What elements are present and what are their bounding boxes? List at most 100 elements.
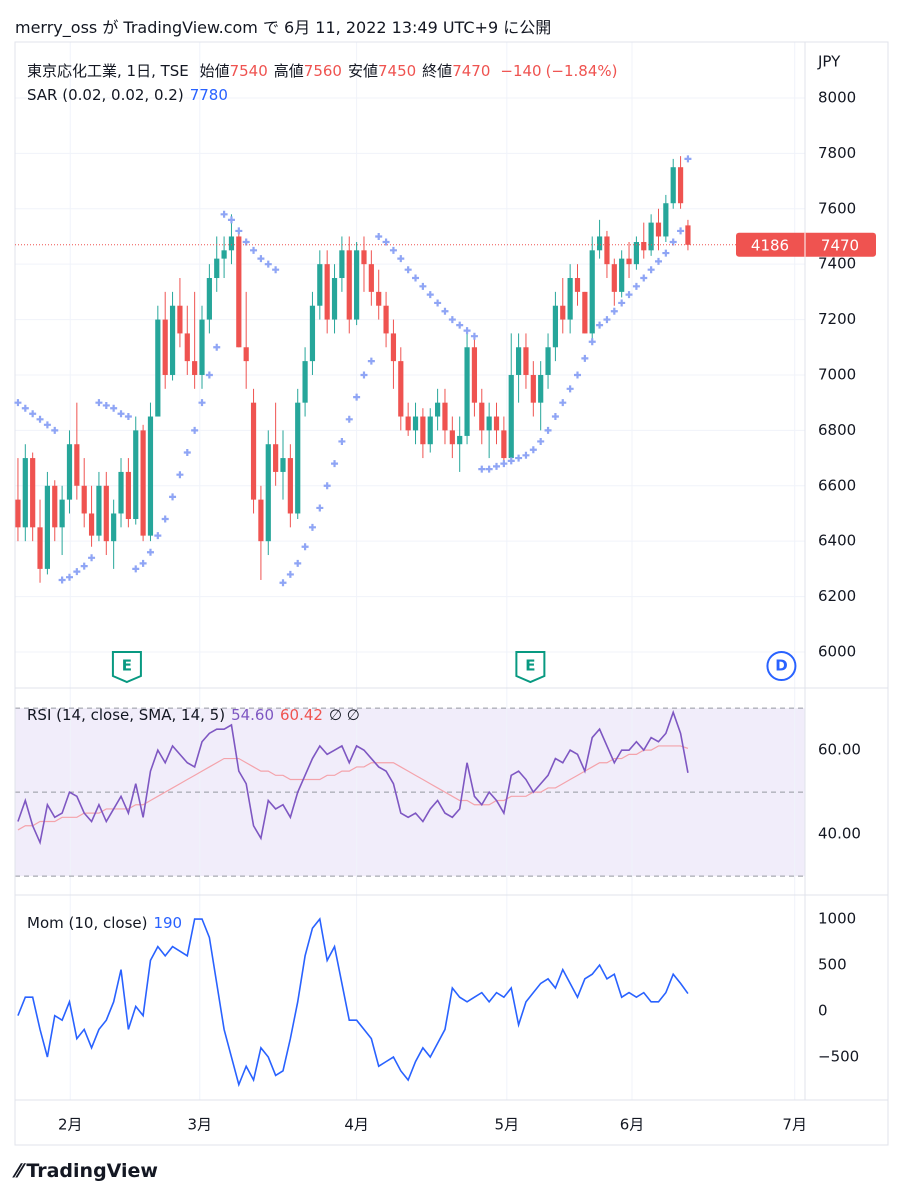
sar-point — [36, 415, 44, 423]
candle-body — [589, 250, 595, 334]
sar-point — [559, 399, 567, 407]
rsi-legend: RSI (14, close, SMA, 14, 5) 54.60 60.42 ∅ ∅ — [27, 706, 366, 724]
candle-body — [619, 258, 625, 292]
sar-point — [375, 232, 383, 240]
candle-body — [280, 458, 286, 472]
x-tick-label: 7月 — [782, 1116, 807, 1134]
sma-value: 60.42 — [280, 706, 323, 724]
sar-point — [573, 371, 581, 379]
candle-body — [125, 471, 131, 520]
candle-body — [442, 402, 448, 431]
candle-body — [74, 444, 80, 486]
candle-body — [15, 499, 21, 528]
candle-body — [530, 374, 536, 403]
mom-value: 190 — [153, 914, 183, 932]
candle-body — [361, 250, 367, 265]
x-tick-label: 6月 — [620, 1116, 645, 1134]
candle-body — [560, 305, 566, 320]
candle-body — [250, 402, 257, 500]
candle-body — [596, 236, 603, 251]
candle-body — [59, 499, 65, 528]
sar-point — [65, 573, 73, 581]
y-tick-label: 6600 — [818, 476, 856, 494]
candle-body — [449, 430, 455, 445]
sar-point — [360, 371, 368, 379]
candle-body — [501, 430, 507, 459]
event-label: E — [122, 657, 132, 675]
sar-point — [625, 291, 633, 299]
candle-body — [37, 527, 43, 569]
sar-point — [382, 238, 390, 246]
candle-body — [88, 513, 95, 536]
y-tick-label: 40.00 — [818, 825, 861, 843]
y-tick-label: 8000 — [818, 88, 856, 106]
sar-point — [389, 246, 397, 254]
sar-point — [124, 413, 132, 421]
candle-body — [663, 203, 669, 237]
sar-point — [58, 576, 66, 584]
candle-body — [427, 416, 433, 445]
frame — [14, 41, 889, 1146]
label: 終値 — [422, 62, 453, 80]
y-tick-label: 7400 — [818, 255, 856, 273]
sar-point — [257, 255, 265, 263]
candle-body — [192, 361, 198, 375]
sar-point — [331, 460, 339, 468]
sar-point — [279, 579, 287, 587]
sar-point — [117, 410, 125, 418]
footer: ⁄⁄ TradingView — [16, 1160, 158, 1182]
sar-value: 7780 — [189, 86, 228, 104]
sar-point — [485, 465, 493, 473]
mom-title: Mom (10, close) — [27, 914, 148, 932]
tag-bg — [736, 232, 876, 257]
candle-body — [376, 291, 382, 306]
candle-body — [655, 222, 662, 237]
sar-point — [301, 543, 309, 551]
candle-body — [96, 485, 102, 536]
y-tick-label: 7000 — [818, 365, 856, 383]
y-tick-label: 6000 — [818, 642, 856, 660]
sar-point — [161, 515, 169, 523]
sar-legend: SAR (0.02, 0.02, 0.2) 7780 — [27, 86, 234, 104]
sar-point — [632, 282, 640, 290]
legend-title: 東京応化工業, 1日, TSE — [27, 62, 189, 80]
candle-body — [486, 416, 492, 431]
sar-point — [544, 426, 552, 434]
candle-body — [339, 250, 345, 279]
candle-body — [457, 435, 463, 445]
label: 安値 — [347, 62, 378, 80]
sar-point — [603, 316, 611, 324]
series-line — [17, 917, 689, 1088]
candle-body — [670, 167, 676, 204]
sar-point — [198, 399, 206, 407]
candle-body — [206, 278, 212, 320]
y-tick-label: 0 — [818, 1002, 828, 1020]
y-tick-label: 7800 — [818, 144, 856, 162]
sar-point — [235, 227, 243, 235]
sar-point — [323, 482, 331, 490]
y-tick-label: 7600 — [818, 199, 856, 217]
sar-point — [110, 404, 118, 412]
candle-body — [317, 264, 323, 306]
event-icon — [515, 651, 546, 684]
sar-point — [478, 465, 486, 473]
candle-body — [611, 264, 617, 292]
candle-body — [169, 305, 176, 375]
sar-point — [88, 554, 96, 562]
sar-point — [537, 437, 545, 445]
candle-body — [184, 333, 190, 362]
y-tick-label: 6200 — [818, 587, 856, 605]
candle-body — [508, 374, 514, 459]
event-icon — [766, 651, 797, 681]
candle-body — [479, 402, 485, 431]
sar-point — [294, 559, 302, 567]
candle-body — [398, 361, 404, 417]
candle-body — [567, 278, 573, 320]
sar-point — [434, 299, 442, 307]
value: 7470 — [452, 62, 491, 80]
sar-point — [677, 227, 685, 235]
candle-body — [493, 416, 500, 431]
price-legend: 東京応化工業, 1日, TSE 始値7540 高値7560 安値7450 終値7470… — [27, 60, 630, 81]
candle-body — [368, 264, 374, 292]
